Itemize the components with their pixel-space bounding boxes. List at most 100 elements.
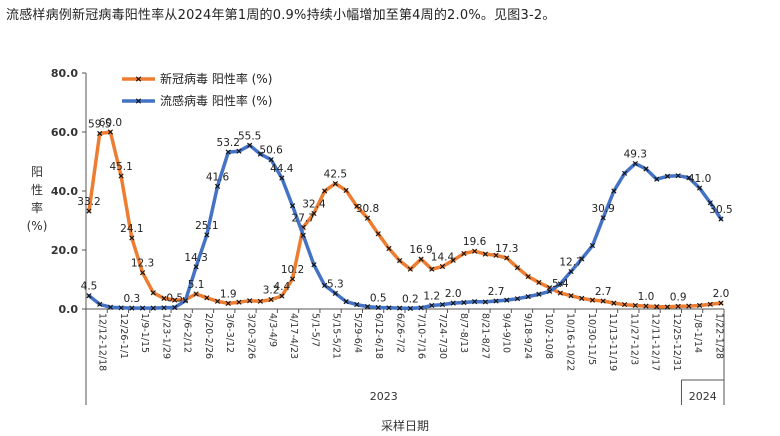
data-point-marker <box>386 305 392 311</box>
x-axis-title: 采样日期 <box>381 418 429 433</box>
data-point-marker <box>279 175 285 181</box>
data-label: 55.5 <box>238 130 261 142</box>
data-point-marker <box>97 301 103 307</box>
data-point-marker <box>268 157 274 163</box>
data-point-marker <box>718 300 724 306</box>
data-point-marker <box>439 263 446 270</box>
data-point-marker <box>129 235 135 241</box>
data-point-marker <box>322 188 328 194</box>
data-point-marker <box>386 245 392 252</box>
data-point-marker <box>364 304 371 310</box>
data-point-marker <box>225 149 231 155</box>
data-point-marker <box>354 203 360 209</box>
data-point-marker <box>397 258 403 264</box>
data-label: 30.5 <box>709 204 732 216</box>
data-point-marker <box>622 170 628 176</box>
data-point-marker <box>150 290 156 296</box>
data-label: 2.0 <box>713 288 730 300</box>
data-label: 2.7 <box>488 286 505 298</box>
data-point-marker <box>664 173 671 179</box>
data-point-marker <box>611 188 617 194</box>
data-point-marker <box>172 304 178 311</box>
data-point-marker <box>696 302 703 309</box>
x-tick-label: 6/26-7/2 <box>394 313 405 353</box>
data-label: 17.3 <box>495 243 518 255</box>
x-tick-label: 5/1-5/7 <box>309 313 320 347</box>
data-label: 45.1 <box>109 161 132 173</box>
data-point-marker <box>161 295 167 301</box>
data-label: 27.7 <box>292 212 315 224</box>
data-point-marker <box>268 296 274 303</box>
data-point-marker <box>311 262 317 268</box>
data-point-marker <box>311 210 317 217</box>
x-tick-label: 5/29-6/4 <box>352 313 363 353</box>
data-label: 19.6 <box>463 236 487 248</box>
data-point-marker <box>482 299 488 305</box>
data-point-marker <box>139 305 146 311</box>
data-label: 59.5 <box>88 118 111 130</box>
data-point-marker <box>407 305 413 311</box>
x-tick-label: 12/11-12/17 <box>650 313 661 371</box>
x-tick-label: 1/23-1/29 <box>160 313 171 359</box>
data-label: 44.4 <box>270 163 294 175</box>
data-point-marker <box>332 290 338 296</box>
data-point-marker <box>204 295 210 301</box>
data-point-marker <box>300 232 306 238</box>
data-point-marker <box>557 281 563 287</box>
data-label: 53.2 <box>217 137 240 149</box>
data-point-marker <box>525 294 531 300</box>
data-point-marker <box>696 185 703 191</box>
x-tick-label: 9/4-9/10 <box>501 313 512 353</box>
data-label: 0.9 <box>670 291 687 303</box>
data-label: 2.7 <box>595 286 612 298</box>
y-tick-label: 40.0 <box>51 185 78 198</box>
x-tick-label: 12/26-1/1 <box>118 313 129 359</box>
data-point-marker <box>707 200 713 206</box>
data-label: 14.4 <box>431 252 455 264</box>
data-point-marker <box>397 305 403 311</box>
data-point-marker <box>686 303 692 309</box>
chart-caption: 流感样病例新冠病毒阳性率从2024年第1周的0.9%持续小幅增加至第4周的2.0… <box>6 8 556 23</box>
data-label: 4.4 <box>273 281 290 293</box>
data-point-marker <box>182 298 188 304</box>
x-tick-label: 2/6-2/12 <box>182 313 193 353</box>
data-point-marker <box>504 297 510 303</box>
x-tick-label: 1/9-1/15 <box>139 313 150 353</box>
data-point-marker <box>579 295 585 301</box>
data-label: 0.5 <box>166 293 183 305</box>
data-point-marker <box>632 160 638 167</box>
y-axis-title: 性 <box>31 183 43 197</box>
data-point-marker <box>568 268 574 275</box>
data-label: 14.3 <box>184 252 207 264</box>
legend-label: 流感病毒 阳性率 (%) <box>160 93 272 108</box>
x-tick-label: 4/3-4/9 <box>267 313 278 347</box>
x-tick-label: 12/12-12/18 <box>97 313 108 371</box>
x-tick-label: 12/25-12/31 <box>671 313 682 371</box>
data-label: 0.3 <box>123 293 140 305</box>
data-point-marker <box>472 299 478 305</box>
data-label: 24.1 <box>120 223 143 235</box>
data-point-marker <box>536 291 542 297</box>
data-point-marker <box>107 304 114 310</box>
data-point-marker <box>568 293 574 299</box>
data-label: 1.0 <box>638 291 655 303</box>
data-point-marker <box>118 305 124 311</box>
data-point-marker <box>118 173 124 179</box>
data-point-marker <box>514 265 521 271</box>
data-point-marker <box>654 176 660 182</box>
data-label: 5.3 <box>327 278 344 290</box>
data-point-marker <box>279 293 285 299</box>
x-tick-label: 1/8-1/14 <box>692 313 703 353</box>
data-point-marker <box>86 293 92 299</box>
data-point-marker <box>354 301 360 308</box>
data-label: 41.0 <box>688 173 711 185</box>
data-point-marker <box>482 251 488 257</box>
data-point-marker <box>579 256 585 262</box>
data-label: 5.1 <box>188 279 205 291</box>
x-tick-label: 9/18-9/24 <box>522 313 533 359</box>
data-point-marker <box>257 298 263 304</box>
data-label: 32.4 <box>302 198 326 210</box>
chart-data-labels: 33.2 59.560.0 45.1 24.1 12.3 5.1 1.9 3.24.4 10.2… <box>77 117 732 305</box>
x-tick-label: 7/24-7/30 <box>437 313 448 359</box>
data-point-marker <box>450 257 456 263</box>
